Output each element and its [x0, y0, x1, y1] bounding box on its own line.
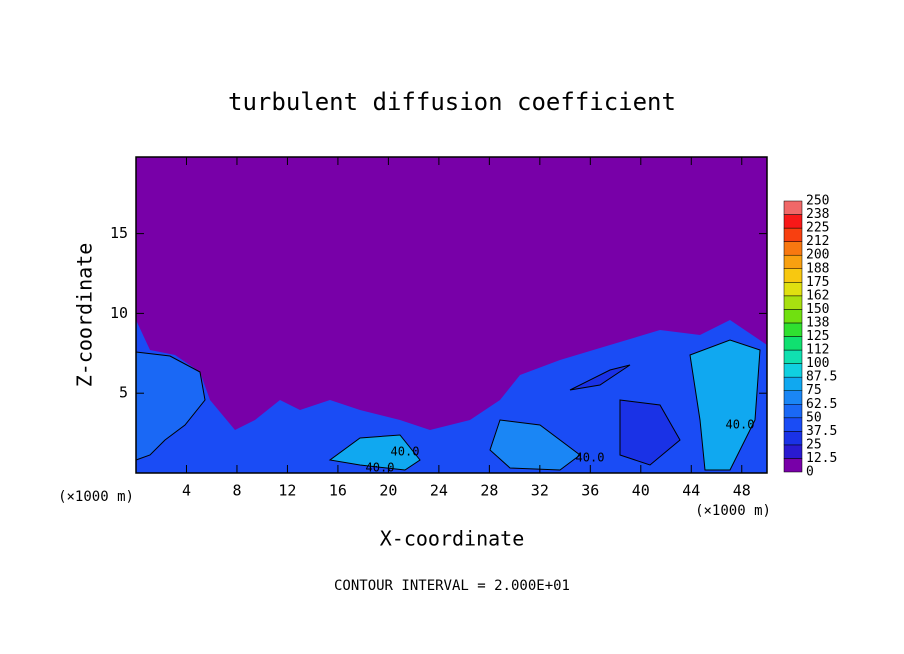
- colorbar-bin: [783, 349, 803, 364]
- x-tick-label: 48: [733, 482, 751, 500]
- colorbar-bin: [783, 417, 803, 432]
- contour-label: 40.0: [366, 461, 395, 475]
- colorbar-bin: [783, 376, 803, 391]
- colorbar-bin: [783, 200, 803, 215]
- turbulent-patch: [689, 339, 761, 471]
- colorbar-label: 175: [806, 275, 829, 290]
- colorbar-bin: [783, 404, 803, 419]
- contour-label: 40.0: [391, 445, 420, 459]
- colorbar-label: 225: [806, 221, 829, 236]
- turbulent-patch: [619, 399, 681, 466]
- colorbar-label: 12.5: [806, 451, 837, 466]
- contour-label: 40.0: [726, 418, 755, 432]
- colorbar-bin: [783, 254, 803, 269]
- colorbar-bin: [783, 309, 803, 324]
- turbulent-patch: [135, 351, 206, 461]
- colorbar-bin: [783, 363, 803, 378]
- x-tick-label: 32: [531, 482, 549, 500]
- colorbar-label: 212: [806, 234, 829, 249]
- colorbar-label: 0: [806, 465, 814, 480]
- turbulent-patch: [569, 364, 631, 391]
- colorbar-label: 62.5: [806, 397, 837, 412]
- colorbar-bin: [783, 268, 803, 283]
- y-unit: (×1000 m): [695, 503, 771, 519]
- x-axis-label: X-coordinate: [380, 527, 525, 551]
- colorbar-label: 250: [806, 194, 829, 209]
- y-tick-label: 5: [119, 384, 128, 402]
- colorbar-label: 188: [806, 261, 829, 276]
- colorbar-label: 200: [806, 248, 829, 263]
- x-tick-label: 24: [430, 482, 448, 500]
- turbulent-patch: [489, 419, 581, 471]
- colorbar-bin: [783, 214, 803, 229]
- y-tick-label: 10: [110, 304, 128, 322]
- colorbar-label: 112: [806, 343, 829, 358]
- x-tick-label: 20: [379, 482, 397, 500]
- turbulent-patch: [328, 434, 421, 471]
- colorbar-label: 162: [806, 288, 829, 303]
- colorbar-label: 37.5: [806, 424, 837, 439]
- colorbar-label: 50: [806, 410, 822, 425]
- colorbar-label: 150: [806, 302, 829, 317]
- x-tick-label: 44: [682, 482, 700, 500]
- colorbar-bin: [783, 336, 803, 351]
- x-tick-label: 36: [581, 482, 599, 500]
- chart-title: turbulent diffusion coefficient: [228, 88, 676, 116]
- x-tick-label: 16: [329, 482, 347, 500]
- colorbar-bin: [783, 444, 803, 459]
- y-tick-label: 15: [110, 224, 128, 242]
- colorbar-label: 238: [806, 207, 829, 222]
- x-tick-label: 40: [632, 482, 650, 500]
- y-axis-label: Z-coordinate: [73, 243, 97, 388]
- x-tick-label: 12: [278, 482, 296, 500]
- field: [135, 157, 767, 473]
- colorbar-label: 87.5: [806, 370, 837, 385]
- colorbar-bin: [783, 322, 803, 337]
- colorbar-label: 25: [806, 437, 822, 452]
- colorbar-bin: [783, 431, 803, 446]
- colorbar-label: 100: [806, 356, 829, 371]
- colorbar-bin: [783, 390, 803, 405]
- contour-label: 40.0: [576, 451, 605, 465]
- x-tick-label: 4: [182, 482, 191, 500]
- footnote: CONTOUR INTERVAL = 2.000E+01: [334, 578, 570, 594]
- turbulent-region: [136, 320, 767, 473]
- colorbar-bin: [783, 458, 803, 473]
- plot-frame: [135, 156, 768, 474]
- colorbar-label: 125: [806, 329, 829, 344]
- colorbar-label: 75: [806, 383, 822, 398]
- colorbar-bin: [783, 227, 803, 242]
- x-unit: (×1000 m): [58, 489, 134, 505]
- colorbar-label: 138: [806, 315, 829, 330]
- colorbar-bin: [783, 241, 803, 256]
- colorbar-bin: [783, 295, 803, 310]
- x-tick-label: 8: [232, 482, 241, 500]
- x-tick-label: 28: [480, 482, 498, 500]
- colorbar-bin: [783, 282, 803, 297]
